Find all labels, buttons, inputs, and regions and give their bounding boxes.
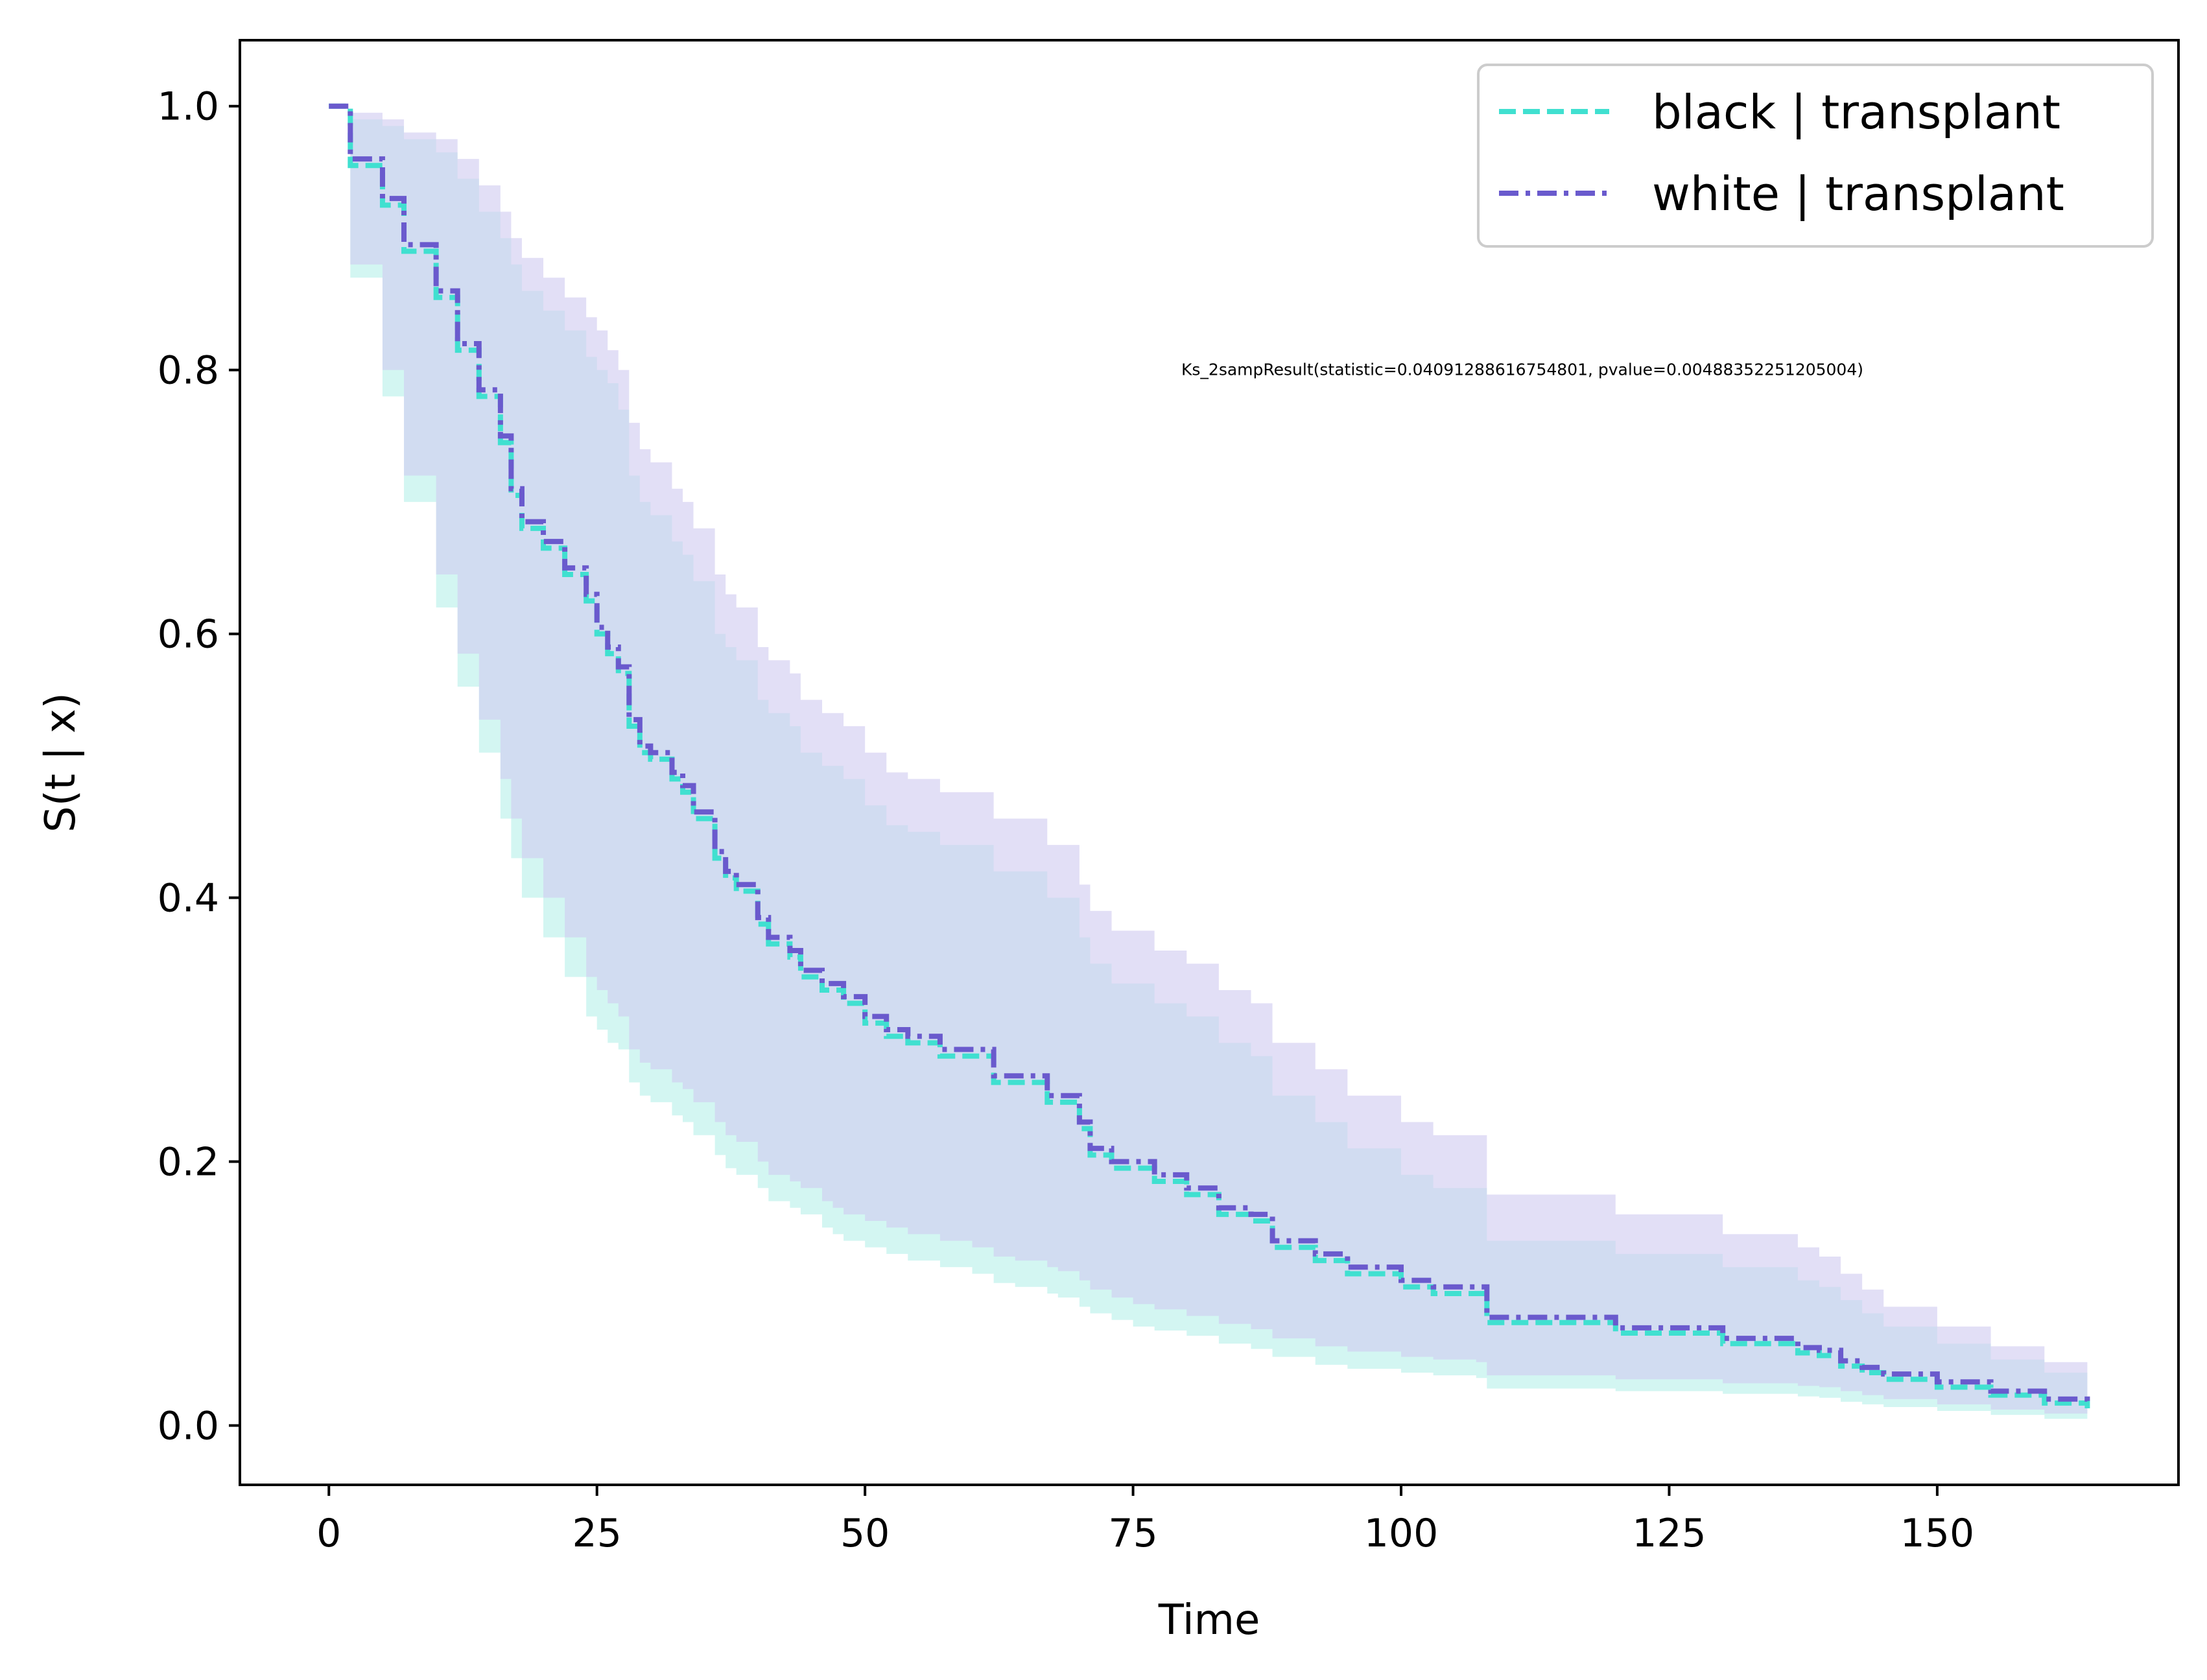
x-tick-label: 25 [572,1511,622,1556]
y-tick-label: 0.2 [158,1139,219,1185]
x-axis-ticks: 0 25 50 75 100 125 150 [316,1485,1974,1556]
x-tick-label: 75 [1108,1511,1157,1556]
plot-frame [239,39,2180,1486]
ks-test-annotation: Ks_2sampResult(statistic=0.0409128861675… [1181,361,1863,379]
y-tick-label: 0.4 [158,876,219,921]
confidence-band-2 [329,106,2088,1418]
x-tick-label: 150 [1900,1511,1975,1556]
legend-label-2: white | transplant [1652,167,2064,222]
y-axis-label: S(t | x) [37,692,85,833]
x-axis-label: Time [1158,1596,1260,1644]
x-tick-label: 50 [840,1511,890,1556]
confidence-bands [329,106,2088,1422]
x-tick-label: 0 [316,1511,341,1556]
y-axis-ticks: 0.0 0.2 0.4 0.6 0.8 1.0 [158,84,240,1449]
legend: black | transplant white | transplant [1477,64,2154,248]
survival-curve-2 [329,103,2090,1404]
legend-box [1477,64,2154,248]
legend-label-1: black | transplant [1652,85,2060,140]
y-tick-label: 0.0 [158,1403,219,1449]
x-tick-label: 100 [1364,1511,1439,1556]
survival-curves [329,103,2090,1408]
y-tick-label: 0.8 [158,348,219,394]
x-tick-label: 125 [1632,1511,1706,1556]
y-tick-label: 1.0 [158,84,219,130]
y-tick-label: 0.6 [158,612,219,657]
